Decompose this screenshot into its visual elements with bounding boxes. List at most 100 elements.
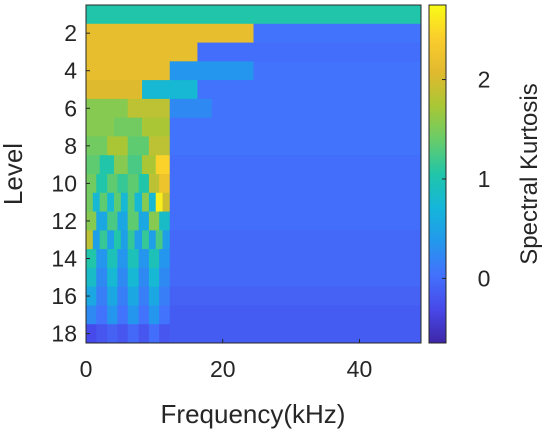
heatmap-cell	[142, 80, 171, 100]
heatmap-cell	[169, 136, 421, 156]
heatmap-cell	[86, 324, 97, 343]
heatmap-cell	[162, 230, 171, 250]
heatmap-cell	[107, 324, 118, 343]
heatmap-cell	[253, 23, 421, 43]
heatmap-cell	[169, 211, 421, 231]
heatmap-cell	[117, 324, 129, 343]
heatmap-cell	[117, 249, 129, 269]
colorbar-label: Spectral Kurtosis	[516, 83, 543, 264]
heatmap-cell	[127, 192, 135, 212]
heatmap-cell	[134, 230, 143, 250]
heatmap-cell	[96, 305, 108, 325]
heatmap-cell	[107, 305, 118, 325]
heatmap-cell	[86, 23, 254, 43]
x-tick-label: 40	[347, 356, 373, 382]
heatmap-cell	[127, 267, 140, 288]
heatmap-cell	[99, 192, 108, 212]
heatmap-cell	[86, 155, 101, 175]
heatmap-cell	[127, 230, 135, 250]
heatmap-cell	[92, 230, 101, 250]
heatmap-cell	[107, 267, 118, 288]
heatmap-cell	[148, 286, 160, 306]
y-tick-label: 2	[64, 20, 77, 46]
heatmap-cell	[127, 155, 143, 175]
heatmap-cell	[148, 267, 160, 288]
heatmap-cell	[148, 324, 160, 343]
heatmap-cell	[86, 42, 198, 62]
heatmap-cell	[99, 230, 108, 250]
heatmap-cell	[169, 305, 421, 325]
colorbar-ticks: 0 1 2	[442, 67, 491, 291]
heatmap-cell	[86, 249, 97, 269]
y-tick-label: 10	[51, 170, 77, 196]
heatmap-cell	[96, 286, 108, 306]
y-tick-label: 8	[64, 133, 77, 159]
heatmap-cell	[127, 174, 140, 194]
heatmap-cell	[127, 324, 140, 343]
heatmap-cell	[86, 305, 97, 325]
heatmap-cell	[148, 192, 157, 212]
heatmap-cell	[138, 305, 150, 325]
heatmap-cell	[155, 230, 163, 250]
colorbar-tick-label: 0	[478, 265, 491, 291]
heatmap-cell	[86, 61, 171, 81]
heatmap-cell	[155, 155, 171, 175]
heatmap-cell	[169, 324, 421, 343]
heatmap-cell	[86, 211, 97, 231]
heatmap-cell	[86, 5, 421, 25]
heatmap-cell	[96, 324, 108, 343]
heatmap-cell	[159, 286, 171, 306]
heatmap-cell	[107, 192, 115, 212]
heatmap-cell	[86, 174, 97, 194]
heatmap-cell	[159, 211, 171, 231]
heatmap-cell	[138, 211, 150, 231]
heatmap-cell	[86, 267, 97, 288]
heatmap-cell	[86, 117, 115, 137]
heatmap-cell	[107, 174, 118, 194]
heatmap-cell	[162, 192, 171, 212]
heatmap-cell	[99, 155, 115, 175]
heatmap-cell	[138, 286, 150, 306]
heatmap-cell	[114, 192, 122, 212]
heatmap-cell	[197, 42, 421, 62]
heatmap-cell	[155, 192, 163, 212]
heatmap-cell	[117, 267, 129, 288]
heatmap-cell	[148, 249, 160, 269]
y-axis-ticks: 2 4 6 8 10 12 14 16 18	[51, 20, 90, 347]
heatmap-cell	[148, 174, 160, 194]
heatmap-cell	[120, 230, 129, 250]
heatmap-cell	[138, 267, 150, 288]
heatmap-cell	[148, 136, 171, 156]
heatmap-cell	[127, 249, 140, 269]
heatmap-cell	[169, 174, 421, 194]
colorbar-tick-label: 1	[478, 166, 491, 192]
heatmap-cell	[92, 192, 101, 212]
heatmap-cells	[86, 5, 421, 343]
x-axis-label: Frequency(kHz)	[161, 399, 346, 429]
colorbar	[428, 4, 447, 344]
heatmap-cell	[197, 80, 421, 100]
heatmap-cell	[114, 230, 122, 250]
heatmap-cell	[169, 286, 421, 306]
heatmap-cell	[117, 286, 129, 306]
heatmap-cell	[127, 305, 140, 325]
heatmap-cell	[142, 117, 171, 137]
heatmap-cell	[169, 155, 421, 175]
y-tick-label: 4	[64, 58, 77, 84]
heatmap-cell	[169, 117, 421, 137]
heatmap-cell	[159, 249, 171, 269]
heatmap-cell	[96, 211, 108, 231]
y-axis-label: Level	[0, 143, 28, 205]
heatmap-cell	[114, 155, 129, 175]
heatmap-cell	[120, 192, 129, 212]
y-tick-label: 18	[51, 321, 77, 347]
colorbar-tick-label: 2	[478, 67, 491, 93]
heatmap-cell	[142, 230, 150, 250]
heatmap-cell	[107, 230, 115, 250]
heatmap-cell	[86, 286, 97, 306]
heatmap-cell	[169, 80, 198, 100]
heatmap-cell	[169, 98, 213, 119]
heatmap-cell	[138, 249, 150, 269]
x-axis-ticks: 0 20 40	[80, 339, 373, 382]
